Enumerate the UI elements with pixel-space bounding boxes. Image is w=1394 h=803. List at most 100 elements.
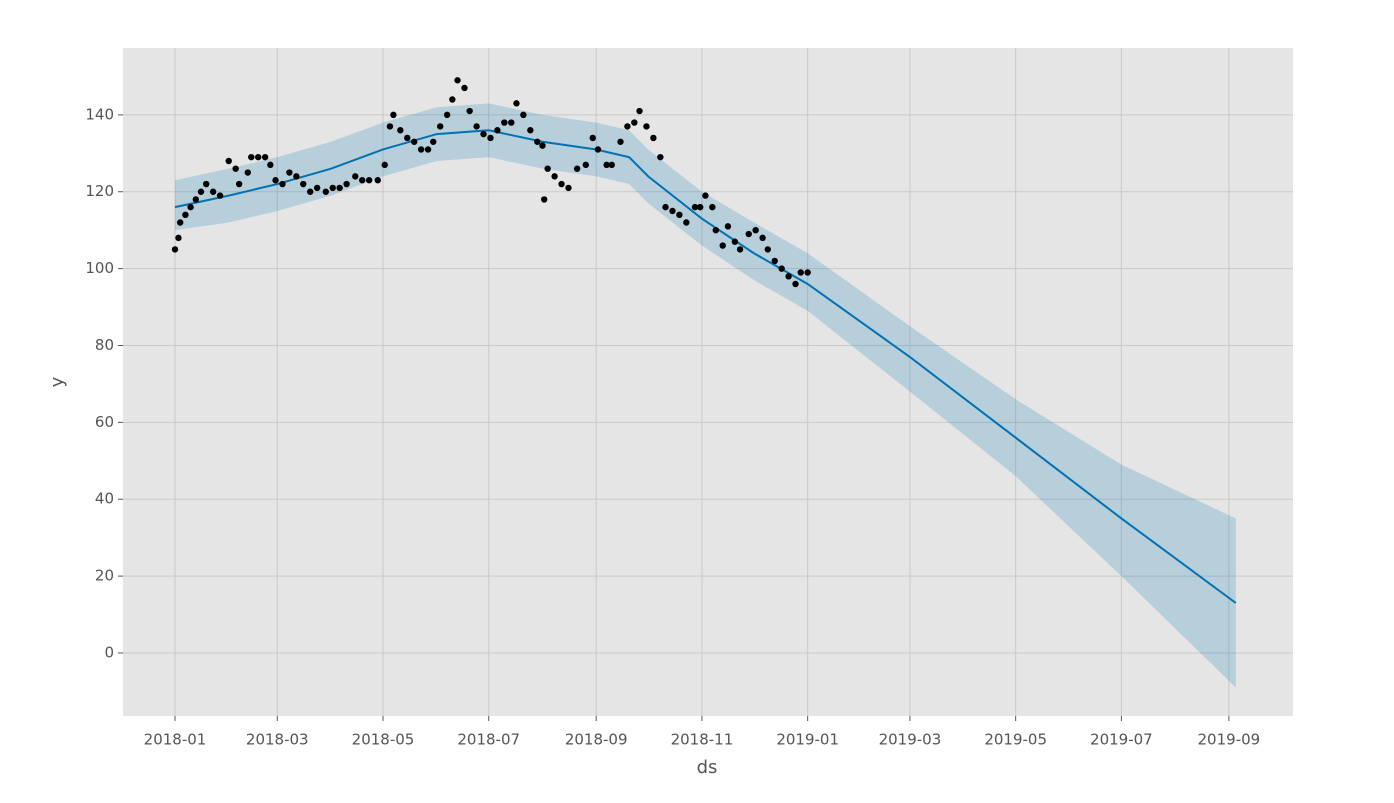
data-point [404,134,411,142]
forecast-line [174,129,1237,604]
x-tick-label: 2019-03 [879,731,942,749]
data-point [235,180,243,188]
data-point [300,180,307,188]
data-point [381,161,388,169]
y-tick-label: 120 [85,182,114,200]
data-point [643,123,650,130]
data-point [731,238,739,245]
data-point [480,130,487,138]
data-point [197,188,205,195]
x-tick-label: 2018-07 [457,731,520,749]
data-point [443,111,451,119]
data-point [508,119,515,126]
data-point [365,177,373,184]
data-point [724,223,732,230]
data-point [386,123,394,130]
data-point [683,219,690,226]
data-point [487,134,494,142]
data-point [764,246,771,253]
x-tick-label: 2018-01 [144,731,207,749]
plot-background [123,48,1293,716]
data-point [558,180,565,188]
data-point [343,180,350,188]
data-point [175,234,182,242]
data-point [778,265,785,272]
data-point [797,269,804,276]
x-tick-label: 2019-05 [984,731,1047,749]
x-tick-label: 2019-07 [1090,731,1153,749]
data-point [461,84,468,92]
data-point [539,142,546,149]
data-point [624,123,631,130]
data-point [430,138,437,145]
data-point [712,226,719,234]
data-point [417,146,425,153]
data-point [466,107,473,115]
data-point [691,203,699,211]
data-point [261,153,269,161]
data-point [216,192,224,199]
data-point [352,173,359,180]
data-point [662,203,669,211]
y-tick-label: 0 [104,643,114,661]
data-point [473,123,480,130]
data-point [603,161,610,169]
x-tick-label: 2018-05 [352,731,415,749]
data-point [390,111,397,119]
data-point [267,161,274,169]
data-point [527,127,534,134]
data-point [745,230,752,238]
data-point [203,180,210,188]
data-point [702,192,709,199]
y-tick-label: 20 [95,567,114,585]
data-point [669,207,676,215]
data-point [565,184,572,192]
data-point [225,157,232,165]
data-point [594,146,602,153]
y-tick-label: 140 [85,105,114,123]
data-point [804,269,811,276]
data-point [676,211,683,219]
y-tick-label: 80 [95,336,114,354]
data-point [573,165,581,172]
data-point [437,123,444,130]
x-tick-label: 2018-09 [565,731,628,749]
data-point [785,273,792,280]
data-point [424,146,432,153]
data-point [336,184,343,192]
data-point [631,119,638,126]
data-point [534,138,541,145]
data-point [454,77,461,84]
data-point [171,246,179,253]
data-point [411,138,418,145]
data-point [697,203,704,211]
data-point [544,165,551,172]
data-point [192,196,199,203]
data-point [657,153,664,161]
data-point [582,161,589,169]
data-point [541,196,548,203]
data-point [329,184,336,192]
data-point [551,173,558,180]
x-tick-label: 2018-11 [671,731,734,749]
x-axis-title: ds [697,757,718,778]
data-point [322,188,329,195]
data-point [608,161,615,169]
y-tick-label: 40 [95,490,114,508]
data-point [709,203,716,211]
data-point [248,153,255,161]
x-tick-label: 2019-01 [776,731,839,749]
data-point [513,100,520,107]
data-point [182,211,189,219]
data-point [736,246,744,253]
y-axis-title: y [47,376,68,387]
data-point [374,177,381,184]
data-point [759,234,766,242]
data-point [187,203,194,211]
data-point [244,169,251,176]
data-point [520,111,527,119]
data-point [494,127,501,134]
data-point [209,188,217,195]
